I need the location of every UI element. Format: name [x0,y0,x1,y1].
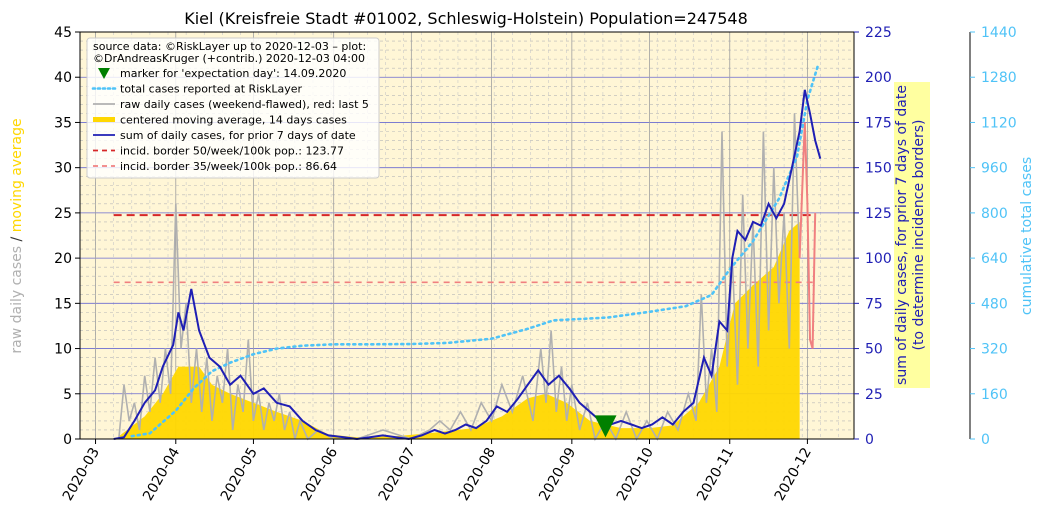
right-tick-label: 50 [865,342,883,358]
far-right-tick-label: 320 [981,342,1008,358]
weekly-sum-series [113,89,822,441]
x-tick-label: 2020-09 [536,445,579,504]
legend-box [86,37,380,179]
chart-title: Kiel (Kreisfreie Stadt #01002, Schleswig… [184,9,748,28]
legend-entry-label: total cases reported at RiskLayer [120,83,303,96]
left-axis-label-part: moving average [9,118,25,232]
right-axis-label-box [894,82,930,388]
far-right-tick-label: 480 [981,296,1008,312]
left-tick-label: 0 [63,432,72,448]
expectation-marker-triangle [594,415,617,438]
legend-source-text: ©DrAndreasKruger (+contrib.) 2020-12-03 … [93,52,365,65]
left-tick-label: 10 [54,342,72,358]
legend-entry-label: marker for 'expectation day': 14.09.2020 [120,67,346,80]
legend-marker-symbol [98,68,110,79]
x-axis: 2020-03 2020-04 2020-05 2020-06 2020-07 2020-… [60,439,815,504]
raw-daily-last-line [798,122,817,349]
right-axis: 0 25 50 75 100 125 150 175 200 225 sum of daily ca… [854,25,930,448]
right-tick-label: 25 [865,387,883,403]
weekly-sum-line [113,89,822,441]
x-tick-label: 2020-08 [456,445,499,504]
moving-average-area-fill [118,221,800,439]
right-tick-label: 225 [865,25,892,41]
left-tick-label: 20 [54,251,72,267]
left-tick-label: 30 [54,161,72,177]
left-axis-label-part: / [9,232,25,241]
left-tick-label: 25 [54,206,72,222]
left-axis-label-part: raw daily cases [9,241,25,353]
x-tick-label: 2020-07 [376,445,419,504]
left-tick-label: 15 [54,296,72,312]
far-right-axis-label: cumulative total cases [1019,157,1035,315]
legend-entry-label: centered moving average, 14 days cases [120,114,347,127]
far-right-tick-label: 640 [981,251,1008,267]
legend-entry-label: sum of daily cases, for prior 7 days of … [120,129,356,142]
right-tick-label: 0 [865,432,874,448]
plot-frame [79,31,855,440]
legend-entry-label: incid. border 50/week/100k pop.: 123.77 [120,145,344,158]
left-axis: 0 5 10 15 20 25 30 35 40 45 raw daily cases / movi… [9,25,80,448]
x-tick-label: 2020-11 [694,445,737,504]
right-tick-label: 150 [865,161,892,177]
left-tick-label: 40 [54,70,72,86]
right-tick-label: 175 [865,115,892,131]
legend-entry-label: raw daily cases (weekend-flawed), red: l… [120,98,369,111]
right-tick-label: 200 [865,70,892,86]
x-tick-label: 2020-04 [140,445,183,504]
far-right-tick-label: 960 [981,161,1008,177]
expectation-marker [594,415,617,438]
right-tick-label: 75 [865,296,883,312]
legend-source-text: source data: ©RiskLayer up to 2020-12-03… [93,40,366,53]
right-tick-label: 100 [865,251,892,267]
moving-average-area [118,221,800,439]
far-right-tick-label: 1440 [981,25,1017,41]
right-tick-label: 125 [865,206,892,222]
left-tick-label: 35 [54,115,72,131]
x-tick-label: 2020-03 [60,445,103,504]
left-tick-label: 45 [54,25,72,41]
raw-daily-series [118,113,817,442]
far-right-tick-label: 0 [981,432,990,448]
far-right-tick-label: 160 [981,387,1008,403]
x-tick-label: 2020-10 [614,445,657,504]
x-tick-label: 2020-12 [772,445,815,504]
raw-daily-line [118,113,801,442]
cumulative-line [130,64,820,438]
far-right-tick-label: 800 [981,206,1008,222]
far-right-tick-label: 1280 [981,70,1017,86]
reference-lines [113,214,816,284]
cumulative-series [130,64,820,438]
x-tick-label: 2020-06 [298,445,341,504]
far-right-axis: 0 160 320 480 640 800 960 1120 1280 1440 cumulativ… [969,25,1035,448]
x-tick-label: 2020-05 [218,445,261,504]
legend-entry-label: incid. border 35/week/100k pop.: 86.64 [120,160,337,173]
right-axis-label: sum of daily cases, for prior 7 days of … [894,85,910,385]
far-right-tick-label: 1120 [981,115,1017,131]
left-axis-label: raw daily cases / moving average [9,118,25,353]
right-axis-label: (to determine incidence borders) [911,120,927,351]
left-tick-label: 5 [63,387,72,403]
legend: source data: ©RiskLayer up to 2020-12-03… [86,37,380,179]
